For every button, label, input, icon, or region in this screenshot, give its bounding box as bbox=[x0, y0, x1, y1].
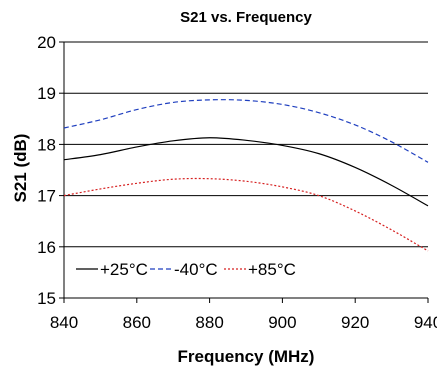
legend: +25°C -40°C +85°C bbox=[76, 260, 296, 279]
series-line-1 bbox=[63, 99, 429, 163]
x-tick-label: 940 bbox=[414, 313, 437, 332]
gridlines bbox=[64, 41, 428, 248]
plot-area bbox=[59, 41, 429, 303]
y-axis-label: S21 (dB) bbox=[11, 134, 30, 203]
x-tick-labels: 840 860 880 900 920 940 bbox=[50, 313, 437, 332]
y-tick-labels: 15 16 17 18 19 20 bbox=[37, 33, 56, 308]
x-axis-label: Frequency (MHz) bbox=[178, 347, 315, 366]
tick-marks bbox=[59, 41, 429, 303]
legend-label-2: +85°C bbox=[248, 260, 296, 279]
legend-label-0: +25°C bbox=[100, 260, 148, 279]
x-tick-label: 920 bbox=[341, 313, 369, 332]
y-tick-label: 15 bbox=[37, 289, 56, 308]
y-tick-label: 19 bbox=[37, 84, 56, 103]
series-lines bbox=[63, 99, 429, 252]
x-tick-label: 880 bbox=[195, 313, 223, 332]
y-tick-label: 20 bbox=[37, 33, 56, 52]
y-tick-label: 18 bbox=[37, 135, 56, 154]
x-tick-label: 840 bbox=[50, 313, 78, 332]
y-tick-label: 16 bbox=[37, 238, 56, 257]
series-line-2 bbox=[63, 177, 429, 252]
y-tick-label: 17 bbox=[37, 187, 56, 206]
legend-label-1: -40°C bbox=[174, 260, 218, 279]
axes bbox=[63, 42, 428, 299]
series-line-0 bbox=[63, 137, 429, 207]
x-tick-label: 900 bbox=[268, 313, 296, 332]
chart-title: S21 vs. Frequency bbox=[180, 9, 312, 26]
x-tick-label: 860 bbox=[123, 313, 151, 332]
